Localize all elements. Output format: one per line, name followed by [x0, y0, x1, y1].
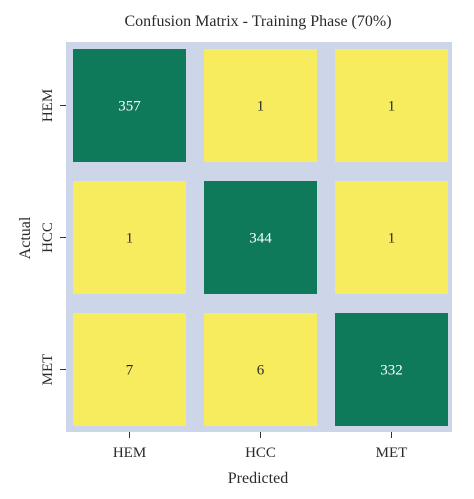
heatmap-cell-hcc-hem	[73, 181, 186, 294]
heatmap-cell-met-hcc	[204, 313, 317, 426]
y-axis-label: Actual	[17, 216, 34, 259]
cell-value-label: 332	[380, 363, 403, 379]
cell-value-label: 6	[257, 363, 265, 379]
x-axis-label: Predicted	[228, 470, 288, 487]
heatmap-cell-met-hem	[73, 313, 186, 426]
heatmap-cell-hem-hem	[73, 49, 186, 162]
cell-value-label: 357	[118, 99, 141, 115]
heatmap-cell-hcc-met	[335, 181, 448, 294]
ticks-layer: HEM HCC MET HEM HCC MET	[40, 89, 407, 461]
cells-layer: 357 1 1 1 344 1 7 6 332	[73, 49, 448, 426]
cell-value-label: 1	[126, 231, 134, 247]
heatmap-cell-hem-met	[335, 49, 448, 162]
x-tick-label: MET	[376, 445, 408, 461]
heatmap-cell-hem-hcc	[204, 49, 317, 162]
x-tick-label: HEM	[113, 445, 146, 461]
chart-title: Confusion Matrix - Training Phase (70%)	[124, 13, 391, 30]
y-tick-label: HEM	[40, 89, 56, 122]
cell-value-label: 1	[388, 99, 396, 115]
heatmap-cell-met-met	[335, 313, 448, 426]
heatmap-cell-hcc-hcc	[204, 181, 317, 294]
y-tick-label: HCC	[40, 222, 56, 253]
cell-value-label: 7	[126, 363, 134, 379]
cell-value-label: 1	[257, 99, 265, 115]
cell-value-label: 1	[388, 231, 396, 247]
x-tick-label: HCC	[245, 445, 276, 461]
cell-value-label: 344	[249, 231, 272, 247]
y-tick-label: MET	[40, 354, 56, 386]
